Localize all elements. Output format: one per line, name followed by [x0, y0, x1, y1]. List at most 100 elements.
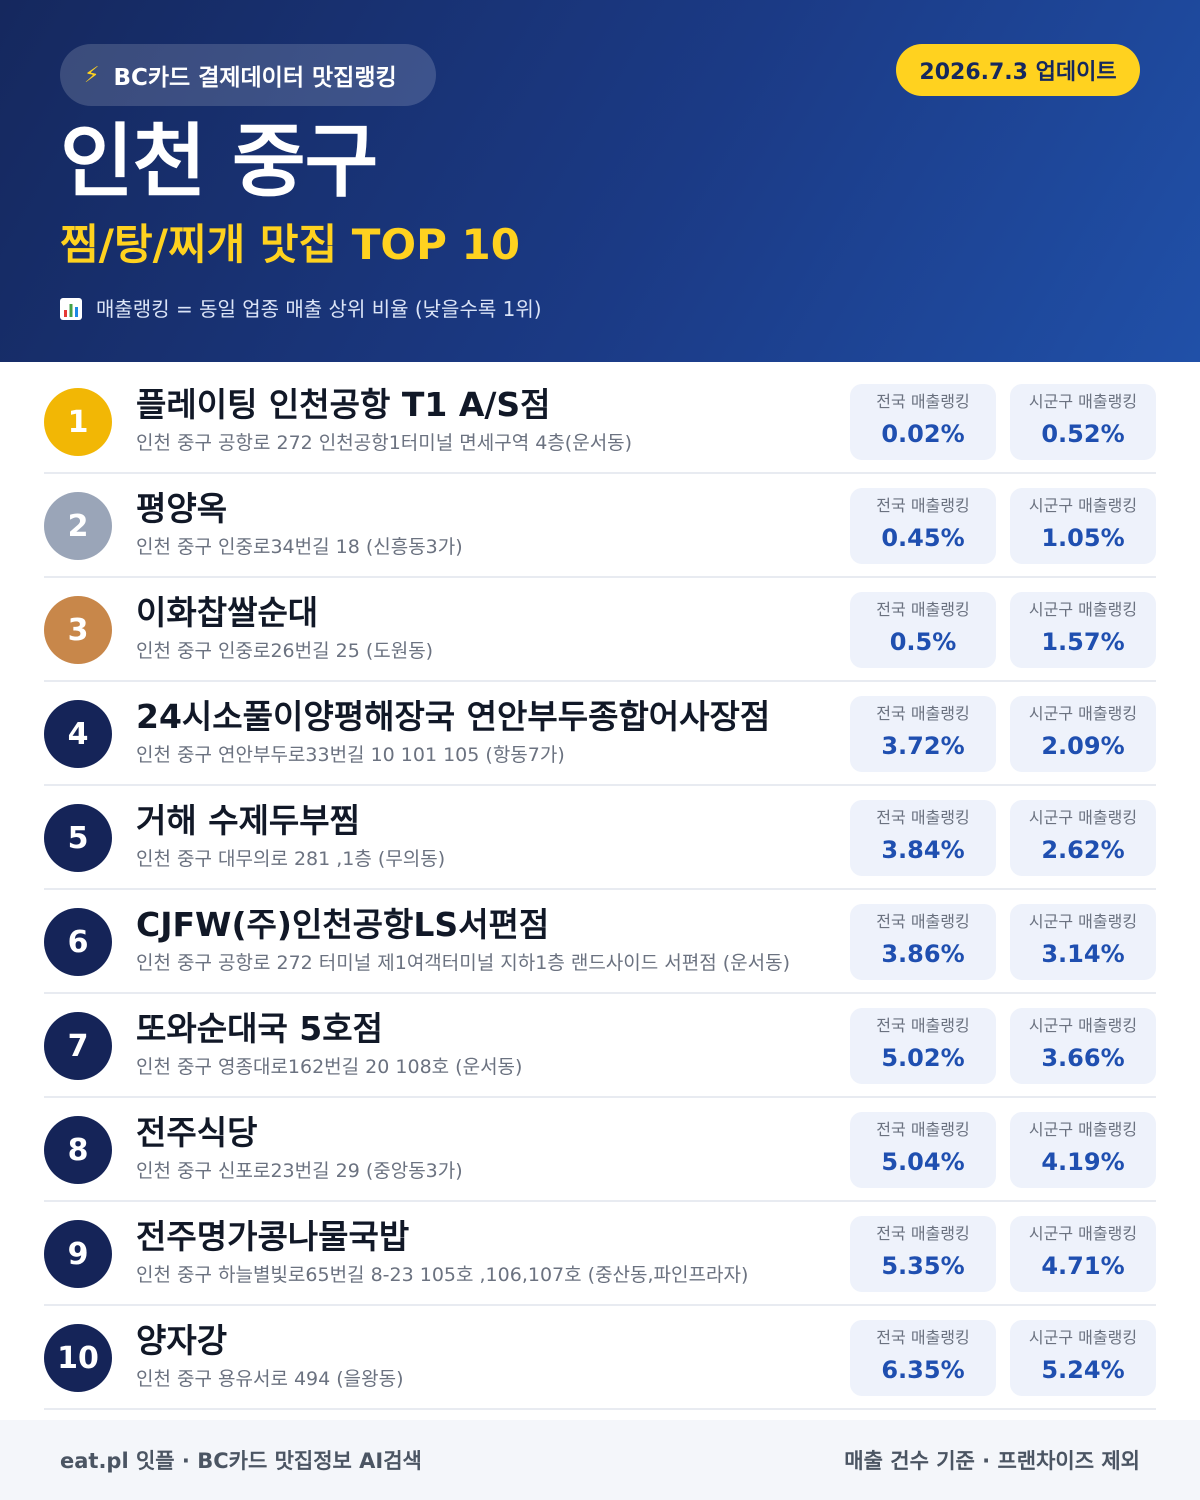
district-rank-label: 시군구 매출랭킹	[1028, 1224, 1138, 1243]
district-rank-box: 시군구 매출랭킹 1.57%	[1010, 592, 1156, 668]
district-rank-label: 시군구 매출랭킹	[1028, 1016, 1138, 1035]
national-rank-value: 3.86%	[881, 940, 965, 968]
source-badge: ⚡ BC카드 결제데이터 맛집랭킹	[60, 44, 436, 106]
national-rank-label: 전국 매출랭킹	[876, 704, 970, 723]
rank-badge: 1	[44, 388, 112, 456]
restaurant-name[interactable]: 플레이팅 인천공항 T1 A/S점	[136, 385, 551, 424]
district-rank-label: 시군구 매출랭킹	[1028, 600, 1138, 619]
national-rank-value: 5.04%	[881, 1148, 965, 1176]
district-rank-label: 시군구 매출랭킹	[1028, 392, 1138, 411]
restaurant-address: 인천 중구 인중로34번길 18 (신흥동3가)	[136, 536, 463, 558]
district-rank-box: 시군구 매출랭킹 1.05%	[1010, 488, 1156, 564]
rank-badge: 4	[44, 700, 112, 768]
district-rank-value: 3.14%	[1041, 940, 1125, 968]
bar-chart-icon	[60, 298, 82, 320]
district-rank-box: 시군구 매출랭킹 3.14%	[1010, 904, 1156, 980]
footer-source: eat.pl 잇플 · BC카드 맛집정보 AI검색	[60, 1449, 422, 1473]
restaurant-name[interactable]: 또와순대국 5호점	[136, 1009, 383, 1048]
district-rank-label: 시군구 매출랭킹	[1028, 1328, 1138, 1347]
national-rank-box: 전국 매출랭킹 5.35%	[850, 1216, 996, 1292]
district-rank-value: 0.52%	[1041, 420, 1125, 448]
district-rank-label: 시군구 매출랭킹	[1028, 1120, 1138, 1139]
district-rank-value: 2.09%	[1041, 732, 1125, 760]
national-rank-value: 5.35%	[881, 1252, 965, 1280]
rank-badge: 2	[44, 492, 112, 560]
restaurant-name[interactable]: 거해 수제두부찜	[136, 801, 361, 840]
district-rank-value: 3.66%	[1041, 1044, 1125, 1072]
restaurant-address: 인천 중구 대무의로 281 ,1층 (무의동)	[136, 848, 446, 870]
district-rank-value: 4.71%	[1041, 1252, 1125, 1280]
restaurant-name[interactable]: 24시소풀이양평해장국 연안부두종합어사장점	[136, 697, 771, 736]
footer-criteria: 매출 건수 기준 · 프랜차이즈 제외	[844, 1449, 1140, 1473]
list-item[interactable]: 6 CJFW(주)인천공항LS서편점 인천 중구 공항로 272 터미널 제1여객터…	[44, 890, 1156, 994]
header-banner: ⚡ BC카드 결제데이터 맛집랭킹 2026.7.3 업데이트 인천 중구 찜/…	[0, 0, 1200, 362]
national-rank-value: 3.84%	[881, 836, 965, 864]
source-label: BC카드 결제데이터 맛집랭킹	[113, 65, 397, 91]
list-item[interactable]: 3 이화찹쌀순대 인천 중구 인중로26번길 25 (도원동) 전국 매출랭킹 0.5%…	[44, 578, 1156, 682]
national-rank-label: 전국 매출랭킹	[876, 1016, 970, 1035]
district-rank-value: 1.05%	[1041, 524, 1125, 552]
restaurant-address: 인천 중구 공항로 272 터미널 제1여객터미널 지하1층 랜드사이드 서편점…	[136, 952, 791, 974]
district-rank-box: 시군구 매출랭킹 2.62%	[1010, 800, 1156, 876]
district-rank-box: 시군구 매출랭킹 0.52%	[1010, 384, 1156, 460]
lightning-icon: ⚡	[84, 62, 100, 88]
national-rank-box: 전국 매출랭킹 0.45%	[850, 488, 996, 564]
district-rank-value: 2.62%	[1041, 836, 1125, 864]
national-rank-value: 5.02%	[881, 1044, 965, 1072]
district-rank-box: 시군구 매출랭킹 2.09%	[1010, 696, 1156, 772]
national-rank-value: 3.72%	[881, 732, 965, 760]
district-rank-label: 시군구 매출랭킹	[1028, 496, 1138, 515]
district-rank-label: 시군구 매출랭킹	[1028, 808, 1138, 827]
national-rank-label: 전국 매출랭킹	[876, 600, 970, 619]
national-rank-label: 전국 매출랭킹	[876, 912, 970, 931]
rank-badge: 7	[44, 1012, 112, 1080]
national-rank-box: 전국 매출랭킹 5.02%	[850, 1008, 996, 1084]
national-rank-label: 전국 매출랭킹	[876, 496, 970, 515]
district-rank-value: 4.19%	[1041, 1148, 1125, 1176]
restaurant-name[interactable]: 전주명가콩나물국밥	[136, 1217, 410, 1256]
restaurant-address: 인천 중구 공항로 272 인천공항1터미널 면세구역 4층(운서동)	[136, 432, 633, 454]
national-rank-box: 전국 매출랭킹 3.72%	[850, 696, 996, 772]
district-rank-box: 시군구 매출랭킹 3.66%	[1010, 1008, 1156, 1084]
national-rank-label: 전국 매출랭킹	[876, 808, 970, 827]
restaurant-address: 인천 중구 하늘별빛로65번길 8-23 105호 ,106,107호 (중산동…	[136, 1264, 749, 1286]
district-rank-box: 시군구 매출랭킹 4.19%	[1010, 1112, 1156, 1188]
restaurant-address: 인천 중구 영종대로162번길 20 108호 (운서동)	[136, 1056, 523, 1078]
restaurant-name[interactable]: 이화찹쌀순대	[136, 593, 319, 632]
district-rank-label: 시군구 매출랭킹	[1028, 704, 1138, 723]
list-item[interactable]: 10 양자강 인천 중구 용유서로 494 (을왕동) 전국 매출랭킹 6.35% 시군구…	[44, 1306, 1156, 1410]
update-date-badge: 2026.7.3 업데이트	[896, 44, 1140, 96]
rank-badge: 5	[44, 804, 112, 872]
rank-badge: 9	[44, 1220, 112, 1288]
restaurant-address: 인천 중구 신포로23번길 29 (중앙동3가)	[136, 1160, 463, 1182]
list-item[interactable]: 4 24시소풀이양평해장국 연안부두종합어사장점 인천 중구 연안부두로33번길 1…	[44, 682, 1156, 786]
ranking-note-text: 매출랭킹 = 동일 업종 매출 상위 비율 (낮을수록 1위)	[96, 297, 542, 321]
national-rank-label: 전국 매출랭킹	[876, 1120, 970, 1139]
rank-badge: 8	[44, 1116, 112, 1184]
region-title: 인천 중구	[60, 115, 378, 208]
national-rank-value: 0.02%	[881, 420, 965, 448]
national-rank-value: 0.45%	[881, 524, 965, 552]
restaurant-name[interactable]: 양자강	[136, 1321, 228, 1360]
district-rank-box: 시군구 매출랭킹 4.71%	[1010, 1216, 1156, 1292]
district-rank-box: 시군구 매출랭킹 5.24%	[1010, 1320, 1156, 1396]
district-rank-value: 1.57%	[1041, 628, 1125, 656]
restaurant-name[interactable]: CJFW(주)인천공항LS서편점	[136, 905, 550, 944]
national-rank-label: 전국 매출랭킹	[876, 392, 970, 411]
national-rank-box: 전국 매출랭킹 0.02%	[850, 384, 996, 460]
national-rank-box: 전국 매출랭킹 0.5%	[850, 592, 996, 668]
footer: eat.pl 잇플 · BC카드 맛집정보 AI검색 매출 건수 기준 · 프랜…	[0, 1420, 1200, 1500]
restaurant-name[interactable]: 평양옥	[136, 489, 228, 528]
restaurant-name[interactable]: 전주식당	[136, 1113, 258, 1152]
national-rank-box: 전국 매출랭킹 3.86%	[850, 904, 996, 980]
category-title: 찜/탕/찌개 맛집 TOP 10	[60, 220, 520, 269]
national-rank-box: 전국 매출랭킹 5.04%	[850, 1112, 996, 1188]
national-rank-label: 전국 매출랭킹	[876, 1328, 970, 1347]
